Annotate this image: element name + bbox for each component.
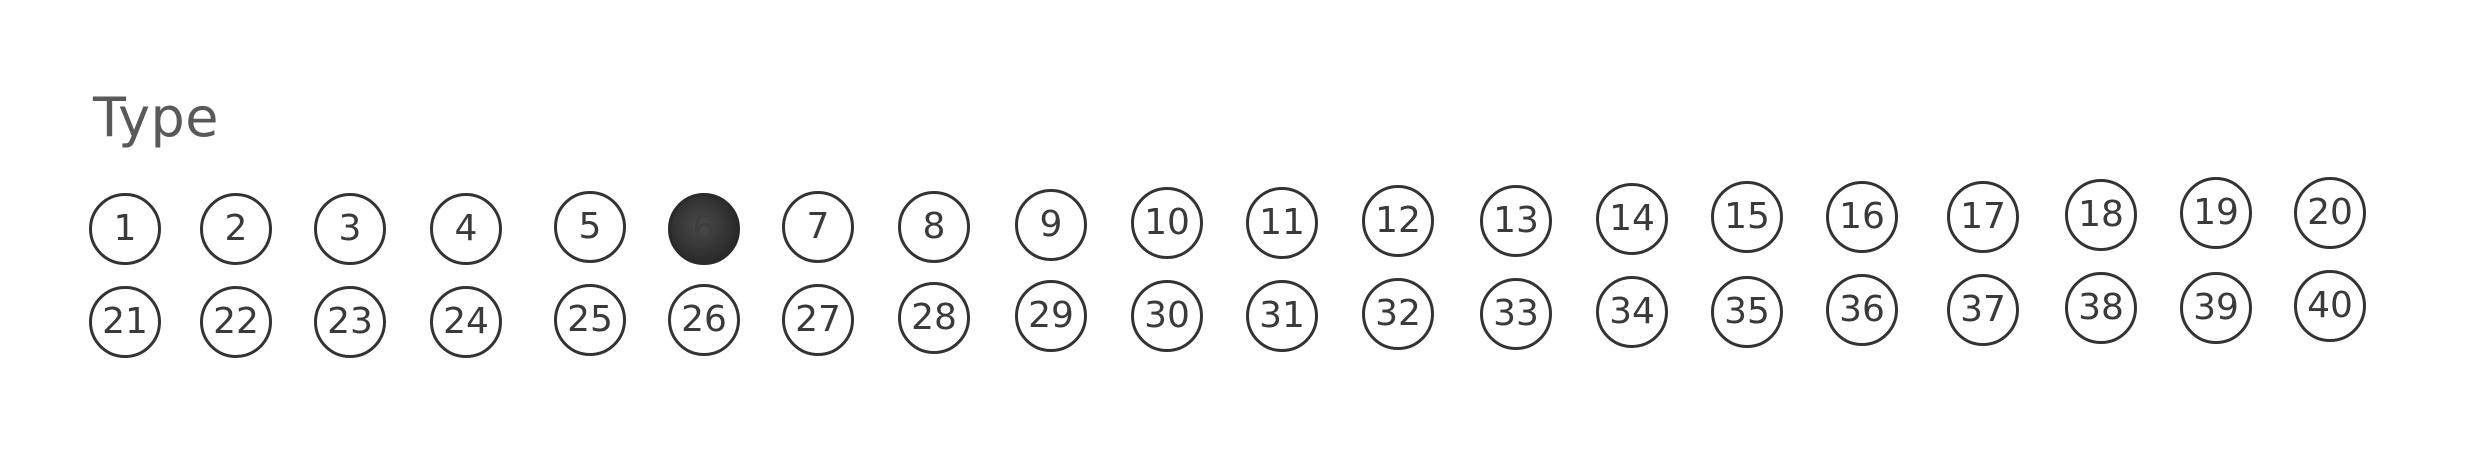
type-bubble-11[interactable]: 11 (1246, 187, 1318, 259)
type-bubble-number: 11 (1259, 202, 1305, 243)
type-bubble-31[interactable]: 31 (1246, 280, 1318, 352)
type-bubble-12[interactable]: 12 (1362, 185, 1434, 257)
type-bubble-number: 34 (1609, 291, 1655, 332)
type-bubble-number: 9 (1039, 204, 1063, 245)
type-bubble-36[interactable]: 36 (1826, 274, 1898, 346)
type-bubble-number: 29 (1028, 295, 1074, 336)
type-bubble-3[interactable]: 3 (314, 193, 386, 265)
type-bubble-9[interactable]: 9 (1015, 189, 1087, 261)
type-bubble-number: 18 (2078, 194, 2124, 235)
type-bubble-20[interactable]: 20 (2294, 177, 2366, 249)
type-bubble-15[interactable]: 15 (1711, 181, 1783, 253)
type-bubble-33[interactable]: 33 (1480, 278, 1552, 350)
type-bubble-32[interactable]: 32 (1362, 278, 1434, 350)
type-bubble-14[interactable]: 14 (1596, 183, 1668, 255)
type-bubble-39[interactable]: 39 (2180, 272, 2252, 344)
type-bubble-23[interactable]: 23 (314, 286, 386, 358)
type-bubble-number: 24 (443, 301, 489, 342)
type-bubble-number: 37 (1960, 289, 2006, 330)
type-bubble-number: 12 (1375, 200, 1421, 241)
type-bubble-18[interactable]: 18 (2065, 179, 2137, 251)
type-bubble-number: 2 (224, 208, 248, 249)
type-bubble-1[interactable]: 1 (89, 193, 161, 265)
type-bubble-24[interactable]: 24 (430, 286, 502, 358)
type-bubble-number: 25 (567, 299, 613, 340)
type-bubble-number: 31 (1259, 295, 1305, 336)
type-bubble-number: 14 (1609, 198, 1655, 239)
type-bubble-26[interactable]: 26 (668, 284, 740, 356)
type-bubble-34[interactable]: 34 (1596, 276, 1668, 348)
type-bubble-number: 1 (113, 208, 137, 249)
type-bubble-number: 10 (1144, 202, 1190, 243)
type-bubble-16[interactable]: 16 (1826, 181, 1898, 253)
type-bubble-number: 39 (2193, 287, 2239, 328)
type-bubble-21[interactable]: 21 (89, 286, 161, 358)
type-bubble-number: 30 (1144, 295, 1190, 336)
type-bubble-27[interactable]: 27 (782, 284, 854, 356)
type-bubble-37[interactable]: 37 (1947, 274, 2019, 346)
type-bubble-13[interactable]: 13 (1480, 185, 1552, 257)
type-bubble-number: 32 (1375, 293, 1421, 334)
type-bubble-8[interactable]: 8 (898, 191, 970, 263)
type-bubble-number: 27 (795, 299, 841, 340)
type-bubble-number: 20 (2307, 192, 2353, 233)
field-label-type: Type (93, 86, 220, 149)
type-bubble-number: 35 (1724, 291, 1770, 332)
type-bubble-number: 22 (213, 301, 259, 342)
type-bubble-number: 33 (1493, 293, 1539, 334)
type-bubble-6[interactable]: 6 (668, 193, 740, 265)
type-bubble-19[interactable]: 19 (2180, 177, 2252, 249)
type-bubble-number: 6 (692, 208, 716, 249)
type-bubble-number: 28 (911, 297, 957, 338)
type-bubble-number: 36 (1839, 289, 1885, 330)
type-bubble-22[interactable]: 22 (200, 286, 272, 358)
type-bubble-number: 15 (1724, 196, 1770, 237)
type-bubble-number: 13 (1493, 200, 1539, 241)
type-bubble-35[interactable]: 35 (1711, 276, 1783, 348)
type-bubble-7[interactable]: 7 (782, 191, 854, 263)
type-bubble-number: 38 (2078, 287, 2124, 328)
type-bubble-number: 8 (922, 206, 946, 247)
type-bubble-number: 16 (1839, 196, 1885, 237)
type-bubble-29[interactable]: 29 (1015, 280, 1087, 352)
type-bubble-number: 5 (578, 206, 602, 247)
type-bubble-38[interactable]: 38 (2065, 272, 2137, 344)
type-bubble-number: 26 (681, 299, 727, 340)
type-bubble-17[interactable]: 17 (1947, 181, 2019, 253)
type-bubble-number: 40 (2307, 285, 2353, 326)
type-bubble-number: 7 (806, 206, 830, 247)
type-bubble-4[interactable]: 4 (430, 193, 502, 265)
type-bubble-25[interactable]: 25 (554, 284, 626, 356)
type-bubble-number: 21 (102, 301, 148, 342)
type-bubble-2[interactable]: 2 (200, 193, 272, 265)
type-bubble-number: 3 (338, 208, 362, 249)
type-bubble-number: 23 (327, 301, 373, 342)
type-bubble-40[interactable]: 40 (2294, 270, 2366, 342)
type-bubble-30[interactable]: 30 (1131, 280, 1203, 352)
type-bubble-5[interactable]: 5 (554, 191, 626, 263)
type-bubble-number: 19 (2193, 192, 2239, 233)
type-bubble-10[interactable]: 10 (1131, 187, 1203, 259)
type-bubble-number: 4 (454, 208, 478, 249)
type-bubble-number: 17 (1960, 196, 2006, 237)
type-bubble-28[interactable]: 28 (898, 282, 970, 354)
